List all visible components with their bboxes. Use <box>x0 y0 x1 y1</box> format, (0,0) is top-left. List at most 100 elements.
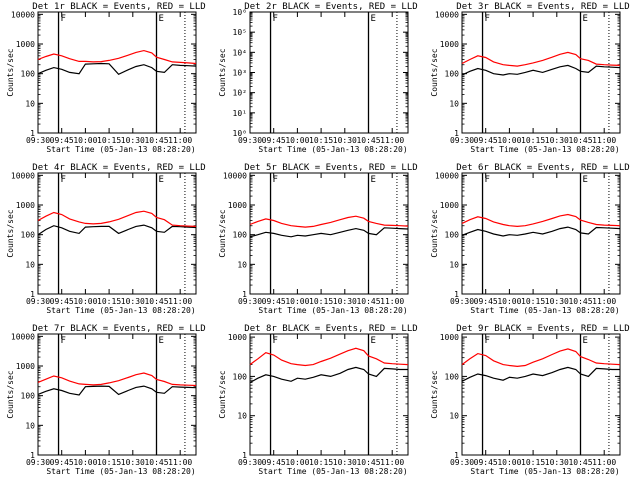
x-tick-label: 09:45 <box>50 297 74 306</box>
x-tick-label: 11:00 <box>380 458 404 467</box>
y-tick-label: 1000 <box>16 362 35 371</box>
y-tick-label: 10 <box>25 421 35 430</box>
x-tick-label: 10:45 <box>356 136 380 145</box>
x-tick-label: 10:00 <box>497 458 521 467</box>
series-line-events <box>37 224 197 236</box>
marker-label-f: F <box>61 14 66 24</box>
x-tick-label: 10:00 <box>285 458 309 467</box>
x-tick-label: 10:15 <box>309 458 333 467</box>
x-axis-label: Start Time (05-Jan-13 08:28:20) <box>470 145 619 154</box>
x-tick-label: 10:30 <box>545 297 569 306</box>
y-tick-label: 1 <box>454 129 459 138</box>
chart-title: Det 7r BLACK = Events, RED = LLD <box>32 324 205 334</box>
y-tick-label: 10⁴ <box>233 48 247 57</box>
y-axis-label: Counts/sec <box>6 209 15 257</box>
y-axis-label: Counts/sec <box>6 370 15 418</box>
marker-label-f: F <box>273 14 278 24</box>
x-tick-label: 10:00 <box>497 297 521 306</box>
y-axis-label: Counts/sec <box>218 48 227 96</box>
x-axis-label: Start Time (05-Jan-13 08:28:20) <box>46 467 195 476</box>
x-tick-label: 09:30 <box>26 297 50 306</box>
series-line-events <box>461 366 620 382</box>
y-tick-label: 1 <box>30 290 35 299</box>
x-tick-label: 11:00 <box>592 136 616 145</box>
x-tick-label: 10:30 <box>121 297 145 306</box>
y-tick-label: 100 <box>233 372 248 381</box>
x-axis-label: Start Time (05-Jan-13 08:28:20) <box>470 306 619 315</box>
y-axis-label: Counts/sec <box>6 48 15 96</box>
x-tick-label: 09:45 <box>50 458 74 467</box>
y-axis-label: Counts/sec <box>218 209 227 257</box>
series-line-lld <box>37 372 197 387</box>
chart-title: Det 6r BLACK = Events, RED = LLD <box>456 163 629 173</box>
y-tick-label: 100 <box>21 70 36 79</box>
x-tick-label: 10:45 <box>356 297 380 306</box>
y-tick-label: 1000 <box>228 201 247 210</box>
x-tick-label: 10:45 <box>144 297 168 306</box>
x-tick-label: 10:15 <box>309 297 333 306</box>
plot-frame <box>461 11 621 134</box>
marker-label-e: E <box>371 336 376 346</box>
y-tick-label: 10³ <box>233 69 247 78</box>
x-axis-label: Start Time (05-Jan-13 08:28:20) <box>258 467 407 476</box>
x-tick-label: 10:45 <box>356 458 380 467</box>
x-tick-label: 10:30 <box>333 136 357 145</box>
marker-label-e: E <box>583 14 588 24</box>
chart-title: Det 1r BLACK = Events, RED = LLD <box>32 2 205 12</box>
marker-label-e: E <box>583 175 588 185</box>
y-tick-label: 1 <box>30 451 35 460</box>
y-tick-label: 1000 <box>228 333 247 342</box>
y-tick-label: 1 <box>454 451 459 460</box>
x-axis-label: Start Time (05-Jan-13 08:28:20) <box>46 306 195 315</box>
y-axis-label: Counts/sec <box>430 48 439 96</box>
x-tick-label: 11:00 <box>168 458 192 467</box>
y-tick-label: 10000 <box>11 171 35 180</box>
x-tick-label: 10:45 <box>568 136 592 145</box>
series-line-lld <box>249 215 409 228</box>
series-line-events <box>37 62 197 76</box>
x-axis-label: Start Time (05-Jan-13 08:28:20) <box>258 306 407 315</box>
y-tick-label: 10 <box>449 99 459 108</box>
series-line-lld <box>37 210 197 227</box>
chart-panel-4: Det 4r BLACK = Events, RED = LLD 1 10 100 10… <box>6 163 206 315</box>
x-tick-label: 09:45 <box>474 458 498 467</box>
y-tick-label: 10⁵ <box>233 28 247 37</box>
y-tick-label: 10000 <box>223 171 247 180</box>
y-tick-label: 10000 <box>435 10 459 19</box>
series-line-events <box>461 64 621 76</box>
chart-panel-2: Det 2r BLACK = Events, RED = LLD 10⁰ 10¹ 10… <box>218 2 418 154</box>
y-axis-label: Counts/sec <box>430 209 439 257</box>
marker-label-f: F <box>485 14 490 24</box>
series-line-lld <box>461 51 621 67</box>
x-tick-label: 09:30 <box>238 136 262 145</box>
plot-frame <box>37 172 197 295</box>
series-line-lld <box>37 49 197 65</box>
x-tick-label: 10:15 <box>521 297 545 306</box>
chart-panel-7: Det 7r BLACK = Events, RED = LLD 1 10 100 10… <box>6 324 206 476</box>
marker-label-e: E <box>159 14 164 24</box>
chart-panel-5: Det 5r BLACK = Events, RED = LLD 1 10 100 10… <box>218 163 418 315</box>
y-tick-label: 10⁰ <box>233 129 247 138</box>
x-tick-label: 09:30 <box>26 136 50 145</box>
y-tick-label: 10⁶ <box>233 8 247 17</box>
marker-label-e: E <box>159 336 164 346</box>
marker-label-f: F <box>61 175 66 185</box>
chart-title: Det 8r BLACK = Events, RED = LLD <box>244 324 417 334</box>
y-tick-label: 1000 <box>16 40 35 49</box>
plot-frame <box>461 172 621 295</box>
y-tick-label: 1 <box>30 129 35 138</box>
chart-panel-8: Det 8r BLACK = Events, RED = LLD 1 10 100 10… <box>218 324 418 476</box>
x-tick-label: 10:00 <box>73 136 97 145</box>
plot-frame <box>37 11 197 134</box>
x-tick-label: 09:45 <box>262 297 286 306</box>
x-tick-label: 09:45 <box>474 297 498 306</box>
x-tick-label: 09:45 <box>474 136 498 145</box>
y-tick-label: 100 <box>21 231 36 240</box>
y-tick-label: 100 <box>445 372 460 381</box>
y-tick-label: 10000 <box>435 171 459 180</box>
x-tick-label: 09:30 <box>450 136 474 145</box>
y-tick-label: 1 <box>454 290 459 299</box>
chart-title: Det 2r BLACK = Events, RED = LLD <box>244 2 417 12</box>
marker-label-e: E <box>583 336 588 346</box>
